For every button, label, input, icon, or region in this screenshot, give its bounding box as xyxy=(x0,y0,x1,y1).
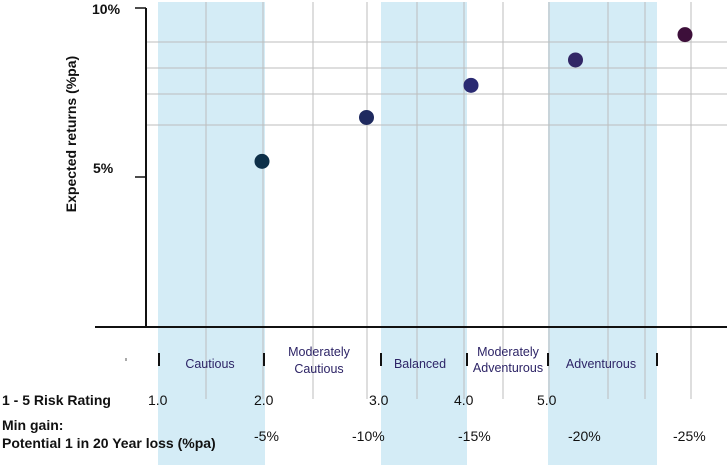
risk-rating-tick-1: 2.0 xyxy=(254,392,274,408)
risk-band-0 xyxy=(158,2,265,465)
risk-band-1 xyxy=(381,2,467,465)
risk-rating-label: 1 - 5 Risk Rating xyxy=(2,392,111,408)
band-label-3-0: Moderately xyxy=(477,345,540,359)
band-label-4-0: Adventurous xyxy=(566,357,636,371)
loss-tick-0: -5% xyxy=(254,428,279,444)
risk-rating-tick-3: 4.0 xyxy=(454,392,474,408)
loss-tick-3: -20% xyxy=(568,428,601,444)
risk-band-2 xyxy=(548,2,657,465)
data-point-3 xyxy=(568,52,583,68)
data-point-0 xyxy=(254,153,270,169)
y-axis-label: Expected returns (%pa) xyxy=(63,56,79,212)
data-point-1 xyxy=(359,109,374,125)
band-label-2-0: Balanced xyxy=(394,357,446,371)
risk-rating-tick-2: 3.0 xyxy=(369,392,389,408)
potential-loss-label: Potential 1 in 20 Year loss (%pa) xyxy=(2,435,216,451)
risk-rating-tick-0: 1.0 xyxy=(148,392,168,408)
y-tick-label-5: 5% xyxy=(93,160,114,176)
y-tick-label-10: 10% xyxy=(92,1,121,17)
data-point-2 xyxy=(463,77,479,93)
min-gain-label: Min gain: xyxy=(2,417,63,433)
risk-rating-tick-4: 5.0 xyxy=(537,392,557,408)
loss-tick-2: -15% xyxy=(458,428,491,444)
band-label-3-1: Adventurous xyxy=(473,361,543,375)
band-label-1-1: Cautious xyxy=(294,362,343,376)
data-point-4 xyxy=(677,27,693,43)
band-label-0-0: Cautious xyxy=(185,357,234,371)
loss-tick-1: -10% xyxy=(352,428,385,444)
band-label-1-0: Moderately xyxy=(288,345,351,359)
loss-tick-4: -25% xyxy=(673,428,706,444)
